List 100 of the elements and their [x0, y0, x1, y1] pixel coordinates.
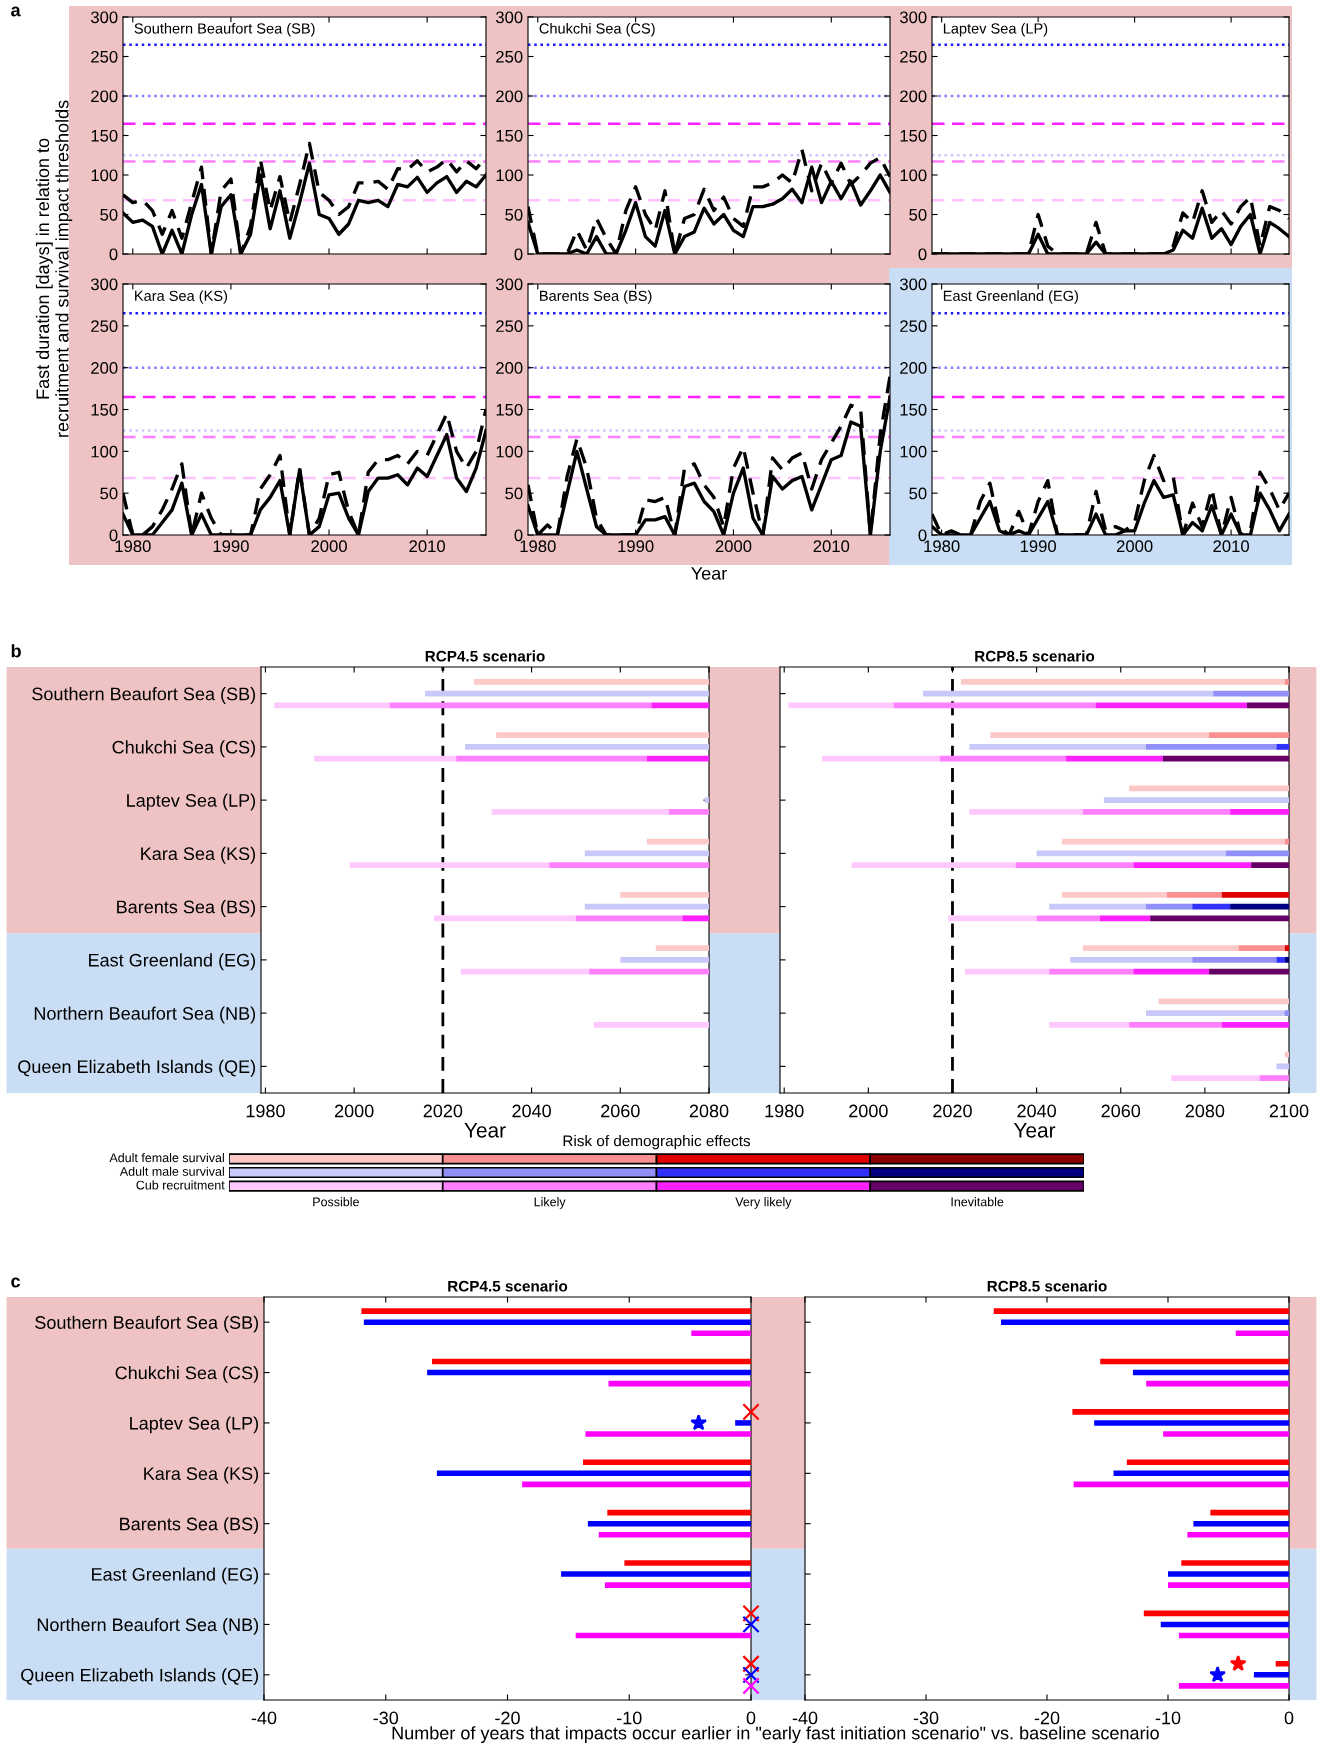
x-tick-label: 2010: [813, 540, 850, 553]
bar: [1230, 808, 1289, 815]
chart-title: Laptev Sea (LP): [943, 22, 1048, 37]
bar: [1103, 797, 1289, 804]
bar: [1145, 903, 1193, 910]
bar: [893, 702, 1096, 709]
text: Risk of demographic effects: [563, 1135, 751, 1150]
chart-title: Barents Sea (BS): [540, 290, 652, 304]
bar: [1192, 903, 1231, 910]
bar: [1276, 1063, 1289, 1070]
category-label: Possible: [313, 1197, 359, 1207]
y-tick-label: 150: [496, 129, 523, 142]
y-tick-label: 200: [496, 90, 523, 103]
bar: [851, 862, 1016, 869]
bar: [1129, 785, 1289, 792]
bar: [496, 732, 709, 739]
bar: [1036, 850, 1226, 857]
x-tick-label: -30: [913, 1711, 939, 1725]
bar: [314, 755, 457, 762]
y-tick-label: 100: [900, 169, 927, 182]
y-tick-label: 300: [495, 11, 523, 24]
y-tick-label: 150: [900, 129, 927, 142]
chart-title: RCP8.5 scenario: [987, 1280, 1107, 1292]
y-axis-title: Fast duration [days] in relation to recruitment and survival impact thresholds: [35, 100, 73, 437]
bar: [549, 862, 709, 869]
y-tick-label: Queen Elizabeth Islands (QE): [21, 1668, 259, 1686]
y-tick-label: Laptev Sea (LP): [127, 793, 256, 811]
text: b: [11, 644, 21, 658]
x-tick-label: 1980: [520, 540, 556, 553]
x-tick-label: 2040: [512, 1104, 551, 1118]
bar: [1099, 915, 1151, 922]
bar: [1095, 702, 1247, 709]
y-tick-label: 0: [514, 529, 523, 542]
bar: [1246, 702, 1289, 709]
x-tick-label: 1990: [618, 540, 654, 553]
bar: [1162, 755, 1289, 762]
y-tick-label: Laptev Sea (LP): [130, 1416, 259, 1434]
y-tick-label: 150: [900, 403, 927, 416]
y-tick-label: 200: [91, 362, 118, 374]
bar: [1230, 903, 1289, 910]
x-tick-label: -30: [373, 1711, 399, 1725]
bar: [1145, 743, 1277, 750]
y-tick-label: East Greenland (EG): [89, 953, 256, 971]
chart-title: Chukchi Sea (CS): [539, 22, 655, 37]
bar: [1066, 755, 1163, 762]
y-tick-label: Barents Sea (BS): [117, 900, 256, 917]
bar: [620, 956, 709, 963]
bar: [965, 968, 1050, 975]
bar: [923, 690, 1214, 697]
text: a: [11, 6, 21, 17]
bar: [473, 678, 709, 685]
x-tick-label: -10: [1155, 1711, 1181, 1725]
x-tick-label: -40: [251, 1711, 277, 1725]
y-tick-label: 200: [496, 362, 523, 374]
y-tick-label: East Greenland (EG): [92, 1567, 259, 1585]
y-tick-label: Barents Sea (BS): [120, 1517, 259, 1534]
y-tick-label: Chukchi Sea (CS): [115, 1366, 259, 1383]
x-tick-label: -20: [1034, 1711, 1060, 1725]
bar: [969, 743, 1146, 750]
bar: [990, 732, 1210, 739]
bar: [646, 755, 709, 762]
bar: [584, 850, 709, 857]
x-tick-label: 0: [746, 1711, 756, 1725]
bar: [1070, 956, 1193, 963]
bar: [1129, 1021, 1222, 1028]
y-tick-label: 250: [91, 320, 118, 333]
x-tick-label: 1980: [765, 1104, 804, 1118]
bar: [822, 755, 940, 762]
bar: [1036, 915, 1100, 922]
y-tick-label: 100: [91, 445, 118, 458]
y-tick-label: 300: [495, 278, 523, 291]
x-tick-label: 0: [1284, 1711, 1294, 1725]
y-tick-label: 0: [514, 248, 523, 261]
text: c: [11, 1277, 21, 1288]
y-tick-label: Chukchi Sea (CS): [112, 740, 256, 758]
bar: [349, 862, 550, 869]
x-tick-label: 1990: [213, 540, 249, 553]
category-label: Very likely: [735, 1197, 792, 1209]
bar: [1158, 998, 1289, 1005]
bar: [1167, 891, 1222, 898]
category-label: Adult male survival: [119, 1166, 224, 1176]
y-tick-label: 300: [90, 11, 118, 24]
y-tick-label: 250: [496, 320, 523, 333]
y-tick-label: 50: [100, 208, 118, 221]
x-tick-label: 2000: [849, 1104, 888, 1118]
y-tick-label: 0: [109, 529, 118, 542]
y-tick-label: 150: [91, 403, 118, 416]
y-tick-label: 300: [899, 11, 927, 24]
x-axis-title: Year: [1013, 1123, 1056, 1138]
bar: [1284, 1051, 1289, 1058]
y-tick-label: 150: [496, 403, 523, 416]
x-axis-title: Year: [464, 1123, 506, 1138]
bar: [1192, 956, 1277, 963]
category-label: Inevitable: [951, 1197, 1004, 1207]
bar: [1171, 1075, 1260, 1082]
bar: [1225, 850, 1289, 857]
bar: [1276, 956, 1285, 963]
y-tick-label: 50: [505, 487, 523, 500]
bar: [1145, 1010, 1285, 1017]
y-tick-label: 50: [909, 208, 927, 221]
